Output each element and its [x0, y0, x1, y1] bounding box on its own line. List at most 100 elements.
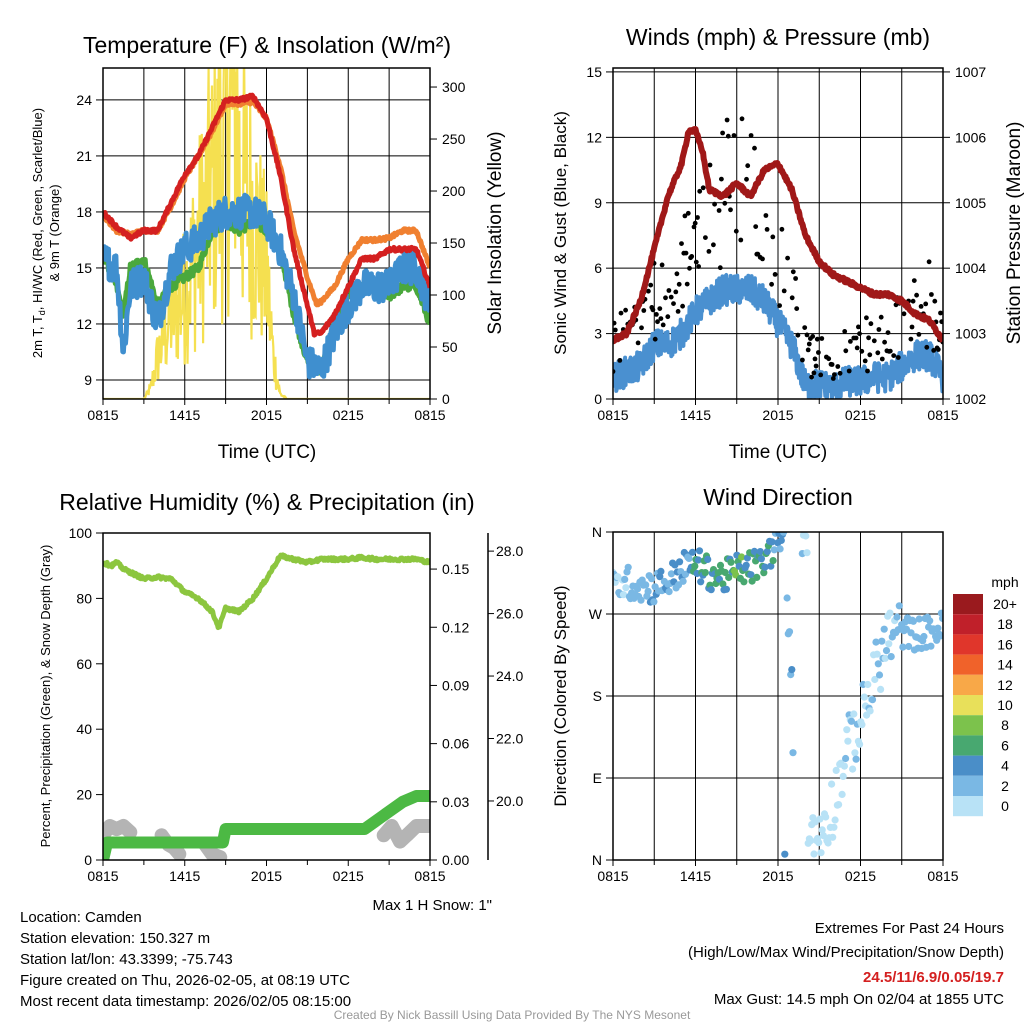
temperature-y-axis-label-line2: & 9m T (Orange): [47, 184, 62, 281]
gust-point: [891, 353, 897, 358]
y-tick-label: 80: [76, 590, 92, 606]
gust-point: [910, 298, 916, 304]
gust-point: [885, 330, 891, 335]
x-tick-label: 1415: [680, 407, 711, 423]
y2-tick-label: 1006: [955, 129, 986, 145]
gust-point: [752, 145, 757, 151]
y-tick-label: 12: [586, 129, 602, 145]
gust-point: [810, 334, 816, 339]
legend-label: 20+: [993, 596, 1017, 612]
gust-point: [848, 339, 853, 344]
snow-depth-line: [103, 819, 138, 843]
gust-point: [864, 315, 869, 321]
gust-point: [717, 265, 723, 271]
x-tick-label: 0215: [333, 868, 364, 884]
wind-direction-point: [909, 617, 918, 625]
gust-point: [816, 350, 821, 355]
y-tick-label: 100: [69, 525, 93, 541]
x-tick-label: 0815: [927, 407, 958, 423]
wind-direction-point: [872, 638, 880, 646]
gust-point: [779, 226, 785, 232]
gust-point: [769, 281, 774, 287]
wind-direction-point: [757, 555, 766, 563]
wind-direction-point: [648, 575, 656, 583]
legend-swatch: [953, 594, 983, 615]
y2-tick-label: 0.00: [442, 852, 469, 868]
gust-point: [646, 288, 651, 294]
wind-direction-point: [777, 536, 785, 545]
temperature-x-axis-label: Time (UTC): [218, 442, 317, 463]
gust-point: [857, 331, 862, 337]
gust-point: [712, 201, 717, 207]
wind-direction-point: [742, 561, 750, 569]
gust-point: [738, 237, 744, 243]
wind-direction-point: [624, 563, 632, 571]
gust-point: [867, 352, 873, 358]
gust-point: [659, 262, 665, 268]
x-tick-label: 0815: [87, 868, 118, 884]
wind-direction-point: [828, 780, 836, 788]
wind-direction-point: [860, 693, 868, 701]
y2-tick-label: 1007: [955, 64, 986, 80]
wind-direction-point: [679, 577, 687, 585]
x-tick-label: 2015: [251, 407, 282, 423]
gust-point: [882, 339, 887, 345]
wind-direction-point: [676, 558, 684, 566]
max-gust-text: Max Gust: 14.5 mph On 02/04 at 1855 UTC: [714, 991, 1004, 1008]
legend-swatch: [953, 614, 983, 635]
plot-area: [613, 532, 943, 858]
wind-direction-point: [934, 624, 942, 632]
legend-label: 14: [997, 657, 1013, 673]
legend-title: mph: [991, 574, 1018, 590]
gust-point: [781, 288, 787, 294]
wind-direction-point: [899, 643, 907, 651]
gust-point: [719, 176, 724, 182]
wind-direction-point: [688, 548, 697, 556]
plot-frame: [612, 531, 944, 861]
gust-point: [814, 336, 820, 342]
wind-direction-point: [895, 602, 903, 610]
temperature-chart-title: Temperature (F) & Insolation (W/m²): [83, 32, 451, 58]
wind-direction-point: [818, 826, 826, 834]
gust-point: [711, 242, 716, 248]
wind-direction-point: [781, 850, 789, 858]
wind-direction-point: [716, 561, 725, 570]
gust-point: [806, 341, 812, 347]
gust-point: [879, 356, 885, 362]
wind-direction-point: [810, 850, 818, 858]
x-tick-label: 1415: [169, 868, 200, 884]
y-tick-label: E: [593, 770, 602, 786]
y3-tick-label: 28.0: [496, 543, 523, 559]
wind-direction-point: [936, 632, 943, 640]
gust-point: [696, 264, 701, 269]
wind-direction-point: [878, 637, 886, 645]
gust-point: [826, 356, 832, 362]
wind-direction-point: [839, 772, 847, 781]
wind-direction-point: [842, 754, 850, 763]
gust-point: [728, 207, 733, 213]
gust-point: [911, 278, 917, 283]
gust-point: [679, 241, 684, 247]
wind-direction-point: [780, 532, 788, 536]
gust-point: [652, 336, 658, 342]
gust-point: [789, 295, 795, 301]
wind-direction-point: [763, 547, 771, 556]
gust-point: [665, 314, 671, 320]
wind-direction-point: [816, 815, 824, 823]
x-tick-label: 0815: [414, 868, 445, 884]
plot-area: [613, 116, 943, 399]
wind-direction-point: [697, 578, 705, 586]
y-tick-label: 40: [76, 721, 92, 737]
y-tick-label: 21: [76, 148, 92, 164]
x-tick-label: 0215: [845, 407, 876, 423]
plot-frame: [102, 67, 431, 400]
gust-point: [835, 364, 841, 369]
gust-point: [657, 306, 663, 311]
gust-point: [684, 281, 690, 287]
x-tick-label: 0815: [414, 407, 445, 423]
gust-point: [908, 336, 914, 342]
wind-direction-point: [768, 538, 776, 546]
legend-label: 18: [997, 616, 1013, 632]
legend-swatch: [953, 735, 983, 756]
winds-x-axis-label: Time (UTC): [729, 442, 828, 463]
